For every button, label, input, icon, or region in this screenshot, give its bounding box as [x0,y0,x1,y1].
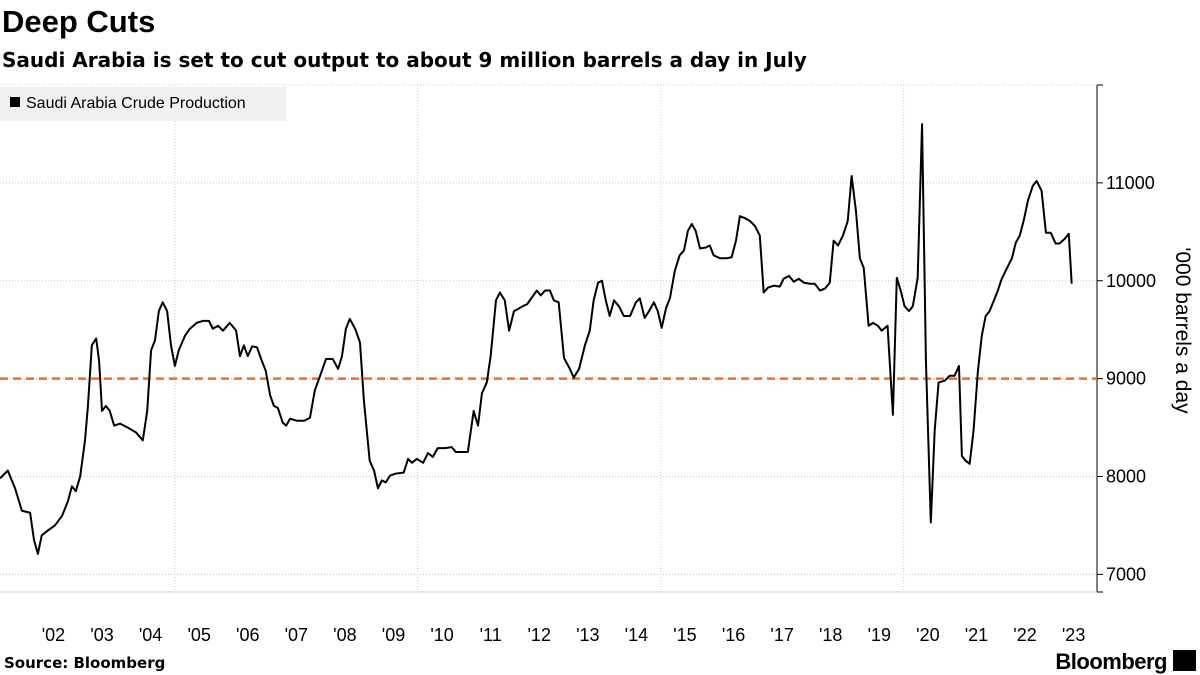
y-axis-title: '000 barrels a day [1171,247,1194,414]
plot [0,123,1097,555]
legend: Saudi Arabia Crude Production [0,87,286,121]
x-tick-label: '09 [382,625,405,645]
legend-box [0,87,286,121]
x-tick-label: '18 [819,625,842,645]
x-tick-label: '12 [528,625,551,645]
brand: Bloomberg [1055,649,1167,674]
x-tick-label: '08 [333,625,356,645]
brand-icon [1173,650,1196,671]
x-tick-label: '16 [722,625,745,645]
x-tick-label: '14 [625,625,648,645]
x-tick-label: '19 [868,625,891,645]
y-tick-label: 9000 [1106,369,1146,389]
source: Source: Bloomberg [4,654,165,672]
x-tick-label: '23 [1062,625,1085,645]
y-tick-label: 10000 [1106,271,1156,291]
x-tick-label: '02 [42,625,65,645]
x-tick-label: '22 [1013,625,1036,645]
x-tick-label: '10 [430,625,453,645]
x-tick-label: '04 [139,625,162,645]
x-tick-label: '03 [90,625,113,645]
chart-title: Deep Cuts [2,4,155,39]
x-tick-label: '21 [965,625,988,645]
x-tick-label: '11 [480,625,502,645]
x-tick-label: '07 [285,625,308,645]
legend-label: Saudi Arabia Crude Production [26,95,246,112]
x-tick-label: '15 [673,625,696,645]
x-tick-label: '17 [770,625,793,645]
x-tick-label: '13 [576,625,599,645]
grid: 7000 8000 9000 10000 11000 '02 '03 '04 '05 '06 '07… [0,84,1156,645]
line-series [0,123,1073,555]
chart-subtitle: Saudi Arabia is set to cut output to abo… [2,48,807,72]
y-tick-label: 11000 [1106,173,1155,193]
y-tick-label: 8000 [1106,467,1146,487]
x-tick-label: '20 [916,625,939,645]
legend-swatch [10,97,20,107]
x-tick-label: '06 [236,625,259,645]
x-tick-label: '05 [187,625,210,645]
y-tick-label: 7000 [1106,564,1146,584]
